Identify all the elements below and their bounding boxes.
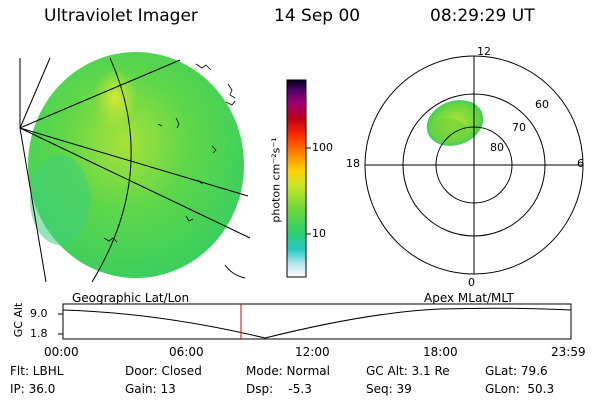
date-label: 14 Sep 00 (274, 6, 361, 26)
filter-info: Flt: LBHL (10, 364, 64, 378)
geo-grid (19, 57, 251, 283)
ip-info: IP: 36.0 (10, 382, 56, 396)
x-tick-0600: 06:00 (169, 345, 204, 359)
door-info: Door: Closed (125, 364, 202, 378)
apex-caption: Apex MLat/MLT (424, 291, 514, 305)
y-tick-1-8: 1.8 (30, 327, 48, 340)
time-label: 08:29:29 UT (430, 6, 535, 26)
dim-region (30, 155, 90, 245)
mlt-label-6: 6 (577, 157, 584, 170)
x-tick-1200: 12:00 (295, 345, 330, 359)
y-tick-9: 9.0 (30, 307, 48, 320)
dsp-info: Dsp: -5.3 (246, 382, 312, 396)
orbit-panel (58, 303, 572, 340)
colorbar-tick-100: 100 (312, 141, 333, 154)
mode-info: Mode: Normal (246, 364, 330, 378)
mlt-label-0: 0 (468, 276, 475, 289)
earth-image (19, 52, 251, 283)
lat-label-80: 80 (490, 141, 504, 154)
gain-info: Gain: 13 (125, 382, 176, 396)
x-tick-2359: 23:59 (551, 345, 586, 359)
polar-plot (364, 55, 584, 275)
gc-alt-axis-label: GC Alt (12, 302, 26, 338)
colorbar-tick-10: 10 (312, 227, 326, 240)
glon-info: GLon: 50.3 (485, 382, 555, 396)
geographic-caption: Geographic Lat/Lon (72, 291, 190, 305)
colorbar-unit-label: photon cm⁻²s⁻¹ (269, 137, 283, 223)
altitude-curve (62, 307, 572, 339)
lat-label-60: 60 (535, 98, 549, 111)
instrument-title: Ultraviolet Imager (44, 6, 198, 26)
x-tick-1800: 18:00 (423, 345, 458, 359)
gc-alt-info: GC Alt: 3.1 Re (366, 364, 450, 378)
seq-info: Seq: 39 (366, 382, 412, 396)
mlt-label-18: 18 (346, 157, 360, 170)
coastlines (103, 63, 236, 243)
mlt-label-12: 12 (477, 45, 491, 58)
color-bar (286, 79, 311, 278)
glat-info: GLat: 79.6 (485, 364, 548, 378)
bright-spot (93, 68, 137, 128)
x-tick-0000: 00:00 (44, 345, 79, 359)
lat-label-70: 70 (512, 121, 526, 134)
